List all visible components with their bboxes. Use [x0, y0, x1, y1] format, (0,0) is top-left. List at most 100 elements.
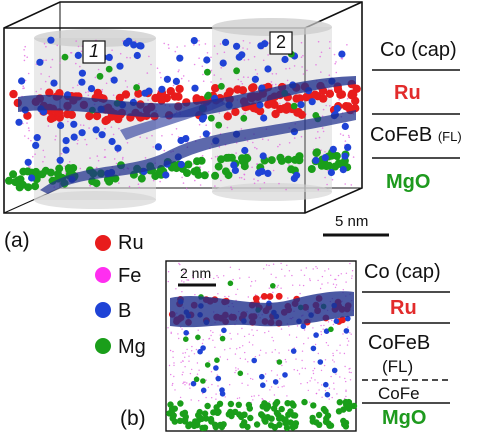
fe-atom — [193, 63, 196, 66]
fe-atom — [189, 387, 191, 389]
fe-atom — [40, 73, 42, 75]
b-atom — [177, 136, 185, 145]
fe-atom — [329, 41, 331, 43]
fe-atom — [214, 185, 216, 187]
fe-atom — [335, 61, 337, 63]
fe-atom — [332, 354, 334, 357]
mg-atom — [331, 162, 340, 171]
fe-atom — [48, 75, 51, 78]
fe-atom — [268, 264, 270, 267]
fe-atom — [87, 94, 90, 97]
fe-atom — [284, 275, 286, 277]
fe-atom — [45, 45, 47, 48]
fe-atom — [314, 343, 317, 346]
fe-atom — [327, 344, 329, 347]
fe-atom — [181, 374, 183, 376]
fe-atom — [252, 334, 254, 337]
ru-atom — [93, 88, 103, 98]
fe-atom — [118, 182, 120, 184]
fe-atom — [286, 79, 289, 82]
b-atom — [177, 160, 185, 169]
fe-atom — [42, 149, 45, 152]
fe-atom — [235, 369, 237, 372]
fe-atom — [118, 127, 120, 130]
ru-atom — [275, 292, 283, 300]
mg-atom — [271, 424, 279, 431]
fe-atom — [210, 330, 212, 332]
fe-atom — [202, 80, 205, 82]
fe-atom — [292, 284, 294, 286]
fe-atom — [186, 279, 188, 281]
fe-atom — [201, 155, 204, 157]
fe-atom — [288, 67, 291, 70]
fe-atom — [254, 146, 256, 149]
fe-atom — [347, 340, 350, 342]
fe-atom — [59, 62, 61, 64]
mg-atom — [205, 91, 212, 99]
mg-atom — [9, 170, 18, 179]
fe-atom — [134, 97, 136, 99]
fe-atom — [300, 383, 302, 385]
fe-atom — [170, 373, 172, 376]
fe-atom — [172, 84, 175, 87]
legend-dots — [95, 235, 111, 354]
fe-atom — [216, 275, 218, 277]
fe-atom — [322, 108, 325, 111]
fe-atom — [22, 85, 25, 87]
fe-atom — [339, 344, 341, 346]
fe-atom — [54, 138, 56, 141]
b-atom — [341, 122, 349, 130]
fe-atom — [240, 128, 243, 130]
panel-b-layer-lines — [362, 291, 450, 404]
fe-atom — [348, 136, 351, 138]
fe-atom — [235, 293, 237, 296]
fe-atom — [219, 43, 222, 45]
panel-b-ru-label: Ru — [390, 297, 417, 319]
fe-atom — [183, 271, 185, 273]
fe-atom — [151, 134, 153, 137]
fe-atom — [286, 264, 288, 266]
fe-atom — [270, 273, 272, 275]
mg-atom — [345, 405, 353, 412]
b-atom — [87, 85, 96, 93]
fe-atom — [85, 91, 87, 94]
fe-atom — [309, 401, 311, 403]
mg-atom — [290, 412, 297, 419]
ru-atom — [85, 111, 94, 121]
fe-atom — [291, 274, 293, 277]
mg-atom — [210, 409, 217, 416]
fe-atom — [265, 264, 268, 266]
fe-atom — [244, 351, 246, 354]
fe-atom — [126, 142, 129, 144]
mg-atom — [240, 162, 249, 171]
b-atom — [222, 38, 230, 47]
fe-atom — [342, 289, 344, 291]
fe-atom — [258, 394, 260, 397]
b-atom — [191, 84, 199, 92]
mg-atom — [258, 411, 265, 418]
ru-atom — [170, 92, 179, 101]
panel-a-cap-label: Co (cap) — [380, 39, 457, 61]
fe-atom — [327, 321, 330, 323]
fe-atom — [50, 66, 52, 68]
fe-atom — [242, 40, 245, 42]
fe-atom — [152, 179, 155, 182]
fe-atom — [247, 296, 249, 298]
b-atom — [297, 101, 305, 109]
fe-atom — [87, 91, 90, 93]
fe-atom — [272, 340, 275, 342]
fe-atom — [26, 56, 29, 58]
fe-atom — [148, 55, 150, 58]
fe-atom — [76, 142, 79, 145]
fe-atom — [304, 367, 306, 370]
fe-atom — [201, 65, 204, 68]
ru-atom — [92, 111, 102, 121]
mg-atom — [105, 65, 113, 73]
fe-atom — [316, 267, 318, 269]
fe-atom — [188, 383, 191, 385]
fe-atom — [210, 81, 212, 83]
fe-atom — [250, 285, 252, 287]
fe-atom — [253, 182, 256, 185]
b-atom — [256, 101, 264, 109]
fe-atom — [315, 137, 317, 140]
